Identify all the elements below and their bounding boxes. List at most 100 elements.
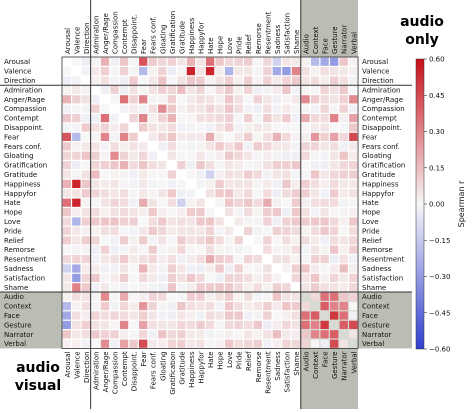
cell-arousal-relief xyxy=(244,57,253,66)
cell-happyfor-hope xyxy=(215,189,224,198)
right-label-contempt: Contempt xyxy=(362,115,397,123)
cell-verbal-resentment xyxy=(263,339,272,348)
cell-remorse-relief xyxy=(244,245,253,254)
cell-gratification-resentment xyxy=(263,161,272,170)
cell-gratification-compassion xyxy=(110,161,119,170)
cell-gloating-sadness xyxy=(272,151,282,160)
cell-gratification-pride xyxy=(234,161,243,170)
cell-arousal-gratitude xyxy=(177,57,186,66)
cell-context-valence xyxy=(72,302,81,311)
left-label-narrator: Narrator xyxy=(4,331,33,339)
cell-shame-direction xyxy=(81,283,91,292)
cell-valence-narrator xyxy=(339,67,348,76)
cell-gratification-happiness xyxy=(186,161,196,170)
top-label-sadness: Sadness xyxy=(274,24,282,54)
cell-arousal-gratification xyxy=(167,57,176,66)
cell-gesture-arousal xyxy=(62,320,71,329)
cell-gratification-context xyxy=(310,161,320,170)
cell-disappoint-context xyxy=(310,123,320,132)
cell-anger-rage-remorse xyxy=(253,95,262,104)
top-label-fears-conf: Fears conf. xyxy=(150,16,158,54)
cell-happiness-audio xyxy=(301,179,310,188)
cell-direction-love xyxy=(224,76,234,85)
cell-gratification-gratitude xyxy=(177,161,186,170)
right-label-relief: Relief xyxy=(362,237,382,245)
cell-verbal-face xyxy=(320,339,329,348)
cell-valence-audio xyxy=(301,67,310,76)
cell-remorse-satisfaction xyxy=(282,245,291,254)
cell-contempt-compassion xyxy=(110,114,119,123)
cell-gratification-disappoint xyxy=(129,161,138,170)
cell-hope-gratification xyxy=(167,208,176,217)
cell-admiration-fears-conf xyxy=(148,85,157,94)
cell-admiration-verbal xyxy=(349,85,358,94)
cell-gloating-resentment xyxy=(263,151,272,160)
cell-arousal-sadness xyxy=(272,57,282,66)
cell-resentment-gesture xyxy=(330,255,339,264)
cell-happyfor-contempt xyxy=(119,189,129,198)
cell-face-anger-rage xyxy=(100,311,110,320)
cell-anger-rage-happyfor xyxy=(196,95,205,104)
cell-hate-satisfaction xyxy=(282,198,291,207)
cell-face-admiration xyxy=(91,311,100,320)
cell-satisfaction-remorse xyxy=(253,273,262,282)
cell-hate-fears-conf xyxy=(148,198,157,207)
bottom-label-gesture: Gesture xyxy=(331,351,339,379)
cell-disappoint-narrator xyxy=(339,123,348,132)
cell-admiration-relief xyxy=(244,85,253,94)
cell-gratification-fear xyxy=(139,161,148,170)
cell-arousal-fear xyxy=(139,57,148,66)
cell-gratitude-verbal xyxy=(349,170,358,179)
cell-arousal-face xyxy=(320,57,329,66)
cell-pride-compassion xyxy=(110,226,119,235)
cell-valence-shame xyxy=(291,67,301,76)
cell-verbal-hate xyxy=(205,339,215,348)
cell-valence-fear xyxy=(139,67,148,76)
cell-hope-audio xyxy=(301,208,310,217)
cell-shame-anger-rage xyxy=(100,283,110,292)
right-label-happiness: Happiness xyxy=(362,180,399,188)
bottom-label-fears-conf: Fears conf. xyxy=(150,351,158,389)
right-label-direction: Direction xyxy=(362,77,394,85)
cell-relief-context xyxy=(310,236,320,245)
cell-pride-direction xyxy=(81,226,91,235)
cell-hope-relief xyxy=(244,208,253,217)
cell-shame-sadness xyxy=(272,283,282,292)
cell-face-resentment xyxy=(263,311,272,320)
cell-fear-disappoint xyxy=(129,132,138,141)
cell-fear-happiness xyxy=(186,132,196,141)
cell-context-fear xyxy=(139,302,148,311)
cell-direction-gesture xyxy=(330,76,339,85)
top-label-arousal: Arousal xyxy=(64,28,72,54)
bottom-label-admiration: Admiration xyxy=(92,351,100,389)
cell-narrator-remorse xyxy=(253,330,262,339)
cell-pride-remorse xyxy=(253,226,262,235)
cell-verbal-direction xyxy=(81,339,91,348)
cell-satisfaction-relief xyxy=(244,273,253,282)
cell-hope-anger-rage xyxy=(100,208,110,217)
cell-sadness-remorse xyxy=(253,264,262,273)
cell-gesture-compassion xyxy=(110,320,119,329)
cell-remorse-resentment xyxy=(263,245,272,254)
cell-sadness-anger-rage xyxy=(100,264,110,273)
cell-happyfor-context xyxy=(310,189,320,198)
cell-gratitude-arousal xyxy=(62,170,71,179)
cell-direction-remorse xyxy=(253,76,262,85)
left-label-contempt: Contempt xyxy=(4,115,39,123)
cell-shame-arousal xyxy=(62,283,71,292)
cell-narrator-audio xyxy=(301,330,310,339)
bottom-label-contempt: Contempt xyxy=(121,351,129,386)
cell-sadness-resentment xyxy=(263,264,272,273)
cell-hate-love xyxy=(224,198,234,207)
cell-resentment-love xyxy=(224,255,234,264)
cell-gesture-satisfaction xyxy=(282,320,291,329)
cell-love-context xyxy=(310,217,320,226)
cell-shame-happiness xyxy=(186,283,196,292)
cell-anger-rage-valence xyxy=(72,95,81,104)
cell-love-hope xyxy=(215,217,224,226)
colorbar-tick-label: −0.60 xyxy=(429,346,450,354)
cell-love-happyfor xyxy=(196,217,205,226)
cell-shame-fear xyxy=(139,283,148,292)
cell-contempt-context xyxy=(310,114,320,123)
